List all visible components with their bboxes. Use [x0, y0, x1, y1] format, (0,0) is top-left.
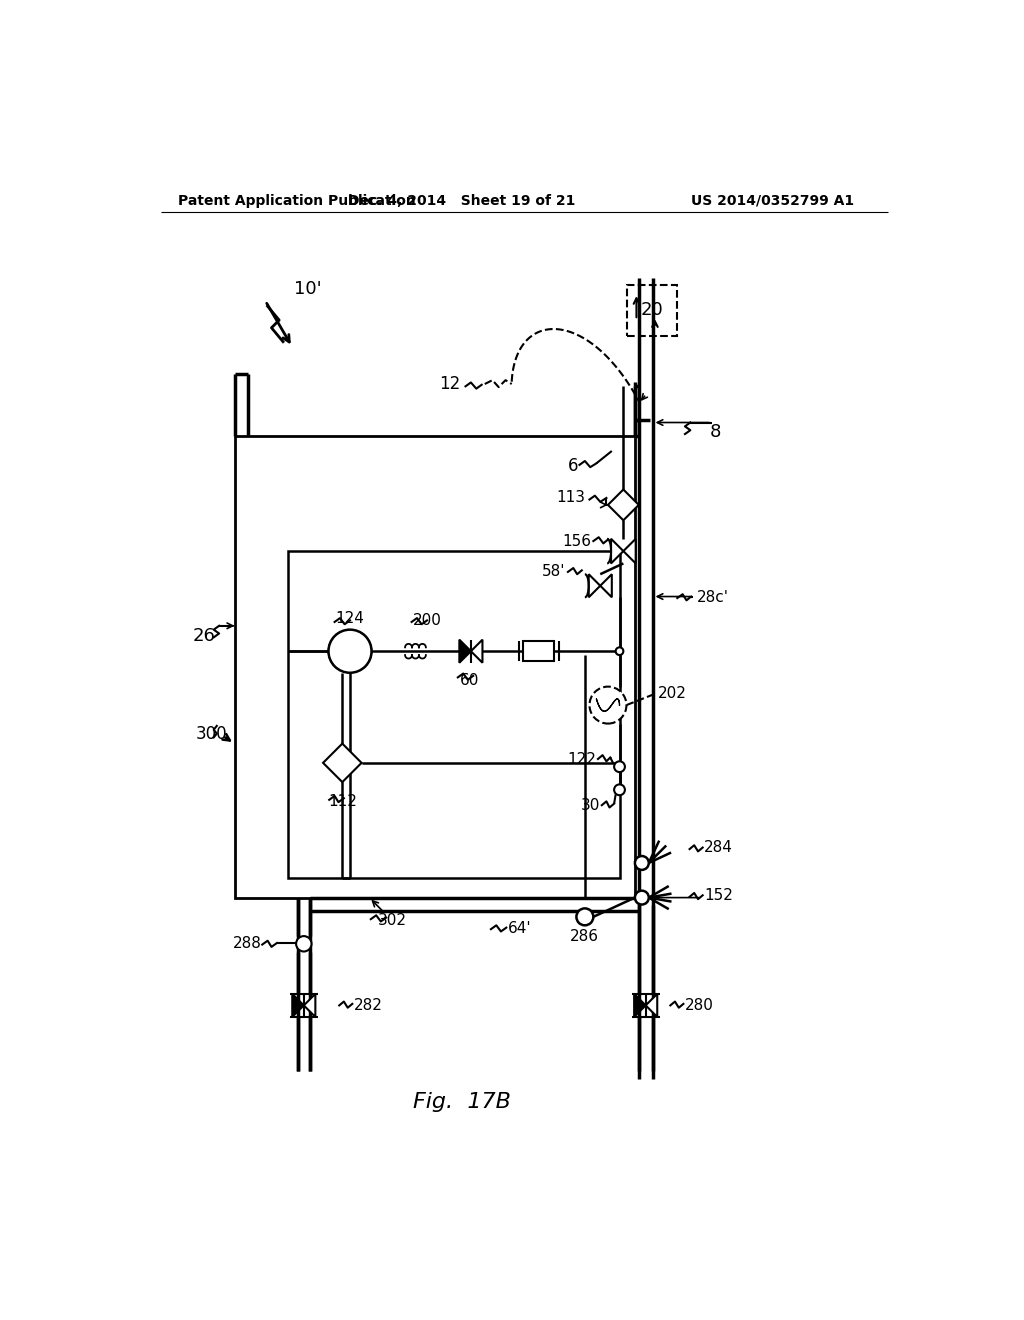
- Polygon shape: [611, 539, 624, 564]
- Bar: [234, 436, 635, 898]
- Polygon shape: [589, 574, 600, 598]
- Circle shape: [635, 891, 649, 904]
- Text: Dec. 4, 2014   Sheet 19 of 21: Dec. 4, 2014 Sheet 19 of 21: [348, 194, 575, 207]
- Circle shape: [329, 630, 372, 673]
- Text: 58': 58': [542, 564, 565, 578]
- Text: 112: 112: [328, 793, 356, 809]
- Text: 156: 156: [562, 533, 591, 549]
- Polygon shape: [292, 994, 304, 1016]
- Text: 282: 282: [354, 998, 383, 1012]
- Text: 300: 300: [196, 726, 227, 743]
- Bar: [289, 552, 620, 878]
- Polygon shape: [646, 994, 657, 1016]
- Text: 280: 280: [685, 998, 714, 1012]
- Text: Patent Application Publication: Patent Application Publication: [178, 194, 416, 207]
- Text: 10': 10': [294, 280, 322, 298]
- Polygon shape: [304, 994, 315, 1016]
- Text: 113: 113: [556, 490, 585, 504]
- Text: 302: 302: [378, 913, 407, 928]
- Text: 20: 20: [640, 301, 664, 319]
- Circle shape: [577, 908, 593, 925]
- Polygon shape: [624, 539, 636, 564]
- Text: 202: 202: [658, 686, 687, 701]
- Circle shape: [615, 647, 624, 655]
- Text: 60: 60: [460, 673, 479, 688]
- Text: 8: 8: [710, 422, 722, 441]
- Text: 286: 286: [570, 928, 599, 944]
- Circle shape: [614, 762, 625, 772]
- Text: 288: 288: [232, 936, 261, 952]
- Polygon shape: [323, 743, 361, 781]
- Text: 124: 124: [336, 611, 365, 627]
- Circle shape: [614, 784, 625, 795]
- Polygon shape: [460, 640, 471, 663]
- Text: 122: 122: [567, 751, 596, 767]
- Text: Fig.  17B: Fig. 17B: [413, 1092, 511, 1111]
- Text: 30: 30: [581, 797, 600, 813]
- Bar: [523, 642, 554, 661]
- Text: 200: 200: [413, 612, 441, 628]
- Polygon shape: [634, 994, 646, 1016]
- Text: 12: 12: [439, 375, 460, 393]
- Polygon shape: [471, 640, 482, 663]
- Circle shape: [590, 686, 627, 723]
- Polygon shape: [600, 574, 611, 598]
- Polygon shape: [608, 490, 639, 520]
- Text: 152: 152: [705, 888, 733, 903]
- Circle shape: [635, 857, 649, 870]
- Text: 26: 26: [193, 627, 215, 644]
- Text: 64': 64': [508, 921, 531, 936]
- Text: 28c': 28c': [696, 590, 728, 605]
- Circle shape: [296, 936, 311, 952]
- Text: 6: 6: [568, 458, 579, 475]
- Text: US 2014/0352799 A1: US 2014/0352799 A1: [691, 194, 854, 207]
- Bar: [628, 285, 677, 335]
- Text: 284: 284: [705, 840, 733, 855]
